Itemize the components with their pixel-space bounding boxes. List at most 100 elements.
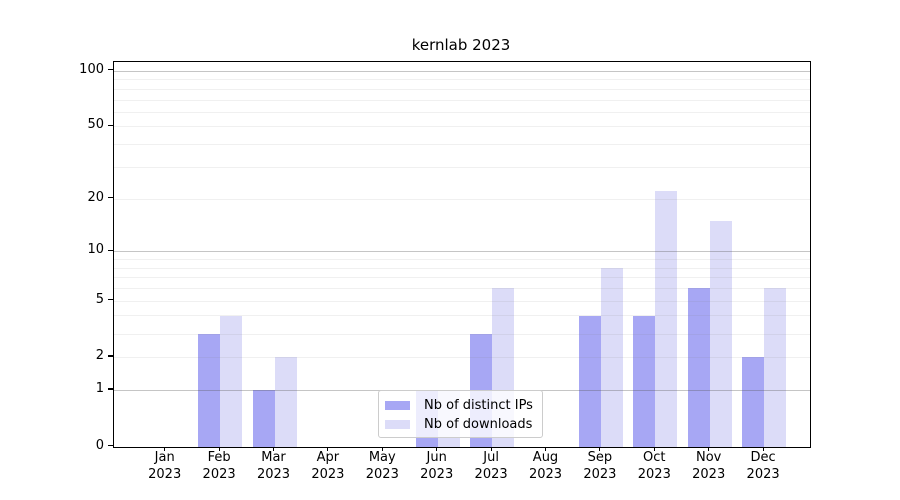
x-axis-tick-label: May 2023 <box>350 450 414 483</box>
x-axis-tick <box>544 446 547 452</box>
plot-area <box>113 61 811 448</box>
month-label: May <box>368 450 396 465</box>
chart-title: kernlab 2023 <box>411 36 511 54</box>
x-axis-tick <box>381 446 383 452</box>
year-label: 2023 <box>692 466 726 482</box>
legend-label: Nb of downloads <box>424 416 533 432</box>
bar-distinct-ips <box>252 390 275 447</box>
x-axis-tick-label: Nov 2023 <box>677 450 741 483</box>
x-axis-tick-label: Apr 2023 <box>296 450 360 483</box>
gridline-major <box>114 251 810 253</box>
legend: Nb of distinct IPs Nb of downloads <box>378 390 543 438</box>
x-axis-tick <box>218 446 220 452</box>
bar-distinct-ips <box>633 315 656 447</box>
gridline-major <box>114 70 810 72</box>
month-label: Feb <box>207 450 231 465</box>
y-axis-tick-label: 20 <box>87 189 104 205</box>
year-label: 2023 <box>365 466 399 482</box>
x-axis-tick <box>436 446 438 452</box>
y-axis-tick-label: 0 <box>95 437 104 453</box>
legend-swatch-downloads <box>385 420 410 429</box>
y-axis-tick <box>108 69 113 71</box>
gridline-minor <box>114 111 810 113</box>
gridline-minor <box>114 144 810 146</box>
y-axis-tick <box>108 355 113 357</box>
gridline-minor <box>114 300 810 302</box>
year-label: 2023 <box>256 466 291 482</box>
x-axis-tick-label: Feb 2023 <box>187 450 251 483</box>
gridline-minor <box>114 333 810 335</box>
gridline-minor <box>114 259 810 261</box>
gridline-minor <box>114 88 810 90</box>
month-label: Jun <box>426 450 447 465</box>
x-axis-tick <box>708 446 710 452</box>
x-axis-tick-label: Jan 2023 <box>133 450 197 483</box>
x-axis-tick-label: Sep 2023 <box>568 450 632 483</box>
x-axis-tick-label: Mar 2023 <box>242 450 306 483</box>
bar-downloads <box>220 315 243 447</box>
x-axis-tick-label: Jun 2023 <box>405 450 469 483</box>
gridline-minor <box>114 198 810 200</box>
bar-downloads <box>655 191 678 447</box>
month-label: Mar <box>261 450 286 465</box>
x-axis-tick <box>762 446 764 452</box>
y-axis-tick-label: 2 <box>95 348 104 364</box>
gridline-minor <box>114 267 810 269</box>
y-axis-tick <box>108 197 113 199</box>
year-label: 2023 <box>420 466 454 482</box>
y-axis-tick <box>108 124 113 127</box>
legend-swatch-distinct-ips <box>385 401 410 410</box>
gridline-minor <box>114 126 810 128</box>
y-axis-tick-label: 1 <box>95 381 104 397</box>
gridline-minor <box>114 357 810 359</box>
x-axis-tick-label: Aug 2023 <box>514 450 578 483</box>
month-label: Apr <box>316 450 340 465</box>
year-label: 2023 <box>148 466 182 482</box>
gridline-minor <box>114 315 810 317</box>
gridline-minor <box>114 166 810 168</box>
bar-distinct-ips <box>742 357 765 447</box>
x-axis-tick <box>164 446 166 452</box>
x-axis-tick <box>272 446 275 452</box>
bar-downloads <box>709 220 732 447</box>
year-label: 2023 <box>202 466 236 482</box>
bar-distinct-ips <box>687 288 710 447</box>
y-axis-tick-label: 10 <box>87 242 104 258</box>
year-label: 2023 <box>311 466 345 482</box>
x-axis-tick-label: Oct 2023 <box>622 450 686 483</box>
month-label: Aug <box>532 450 559 465</box>
bar-distinct-ips <box>198 333 221 447</box>
year-label: 2023 <box>746 466 780 482</box>
year-label: 2023 <box>528 466 563 482</box>
bar-distinct-ips <box>578 315 601 447</box>
bar-downloads <box>274 357 297 447</box>
year-label: 2023 <box>637 466 671 482</box>
x-axis-tick <box>653 446 655 452</box>
x-axis-tick-label: Jul 2023 <box>459 450 523 483</box>
legend-entry: Nb of downloads <box>379 415 542 434</box>
bar-downloads <box>764 288 787 447</box>
gridline-minor <box>114 79 810 81</box>
x-axis-tick <box>327 446 329 452</box>
year-label: 2023 <box>474 466 508 482</box>
month-label: Jul <box>483 450 499 465</box>
legend-label: Nb of distinct IPs <box>424 397 533 413</box>
y-axis-tick-label: 100 <box>79 61 104 77</box>
gridline-minor <box>114 99 810 101</box>
gridline-minor <box>114 288 810 290</box>
x-axis-tick <box>490 446 492 452</box>
y-axis-tick <box>108 299 113 301</box>
month-label: Nov <box>696 450 722 465</box>
month-label: Sep <box>587 450 613 465</box>
year-label: 2023 <box>583 466 617 482</box>
x-axis-tick-label: Dec 2023 <box>731 450 795 483</box>
x-axis-tick <box>599 446 601 452</box>
y-axis-tick-label: 50 <box>87 117 104 133</box>
month-label: Jan <box>154 450 175 465</box>
y-axis-tick <box>108 388 113 390</box>
month-label: Oct <box>643 450 666 465</box>
gridline-minor <box>114 277 810 279</box>
y-axis-tick-label: 5 <box>95 291 104 307</box>
month-label: Dec <box>750 450 776 465</box>
